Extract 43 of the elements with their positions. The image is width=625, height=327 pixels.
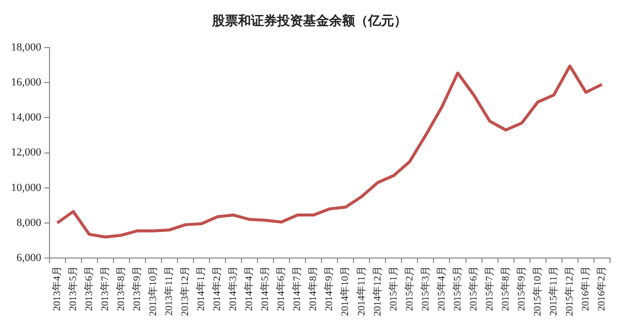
x-tick-label: 2013年12月 bbox=[179, 266, 192, 316]
x-tick-label: 2016年2月 bbox=[596, 266, 608, 311]
x-tick-label: 2013年6月 bbox=[82, 266, 95, 311]
x-tick-label: 2014年7月 bbox=[291, 266, 304, 311]
x-tick-label: 2015年4月 bbox=[435, 266, 448, 311]
x-tick-label: 2014年9月 bbox=[323, 266, 336, 311]
x-tick-label: 2014年6月 bbox=[275, 266, 288, 311]
x-tick-label: 2013年9月 bbox=[130, 266, 143, 311]
x-tick-label: 2013年10月 bbox=[147, 266, 159, 316]
x-tick-label: 2014年8月 bbox=[307, 266, 320, 311]
y-tick-label: 18,000 bbox=[11, 41, 42, 54]
x-tick-label: 2015年7月 bbox=[483, 266, 496, 311]
y-tick-label: 14,000 bbox=[11, 112, 42, 124]
y-tick-label: 10,000 bbox=[11, 182, 42, 194]
x-tick-label: 2014年2月 bbox=[211, 266, 224, 311]
y-tick-label: 16,000 bbox=[11, 76, 42, 89]
x-tick-label: 2013年8月 bbox=[114, 266, 127, 311]
x-tick-label: 2015年11月 bbox=[547, 266, 560, 316]
y-tick-label: 12,000 bbox=[11, 146, 42, 159]
x-tick-label: 2015年6月 bbox=[467, 266, 480, 311]
x-tick-label: 2015年12月 bbox=[564, 266, 576, 316]
x-tick-label: 2015年10月 bbox=[531, 266, 544, 316]
x-tick-label: 2014年1月 bbox=[195, 266, 208, 311]
x-tick-label: 2015年3月 bbox=[419, 266, 432, 311]
x-tick-label: 2015年1月 bbox=[387, 266, 400, 311]
y-tick-label: 8,000 bbox=[16, 216, 42, 229]
x-tick-label: 2015年9月 bbox=[515, 266, 528, 311]
x-tick-label: 2013年5月 bbox=[66, 266, 79, 311]
y-tick-label: 6,000 bbox=[16, 252, 42, 264]
x-tick-label: 2014年10月 bbox=[339, 266, 352, 316]
x-tick-label: 2014年3月 bbox=[227, 266, 240, 311]
x-tick-label: 2014年4月 bbox=[243, 266, 256, 311]
x-tick-label: 2013年11月 bbox=[163, 266, 176, 316]
x-tick-label: 2016年1月 bbox=[580, 266, 592, 311]
x-tick-label: 2013年7月 bbox=[98, 266, 111, 311]
x-tick-label: 2015年8月 bbox=[499, 266, 512, 311]
x-tick-label: 2014年5月 bbox=[259, 266, 272, 311]
x-tick-label: 2014年12月 bbox=[371, 266, 384, 316]
chart-title: 股票和证券投资基金余额（亿元） bbox=[211, 13, 407, 28]
x-tick-label: 2015年2月 bbox=[403, 266, 416, 311]
x-tick-label: 2014年11月 bbox=[355, 266, 368, 316]
x-tick-label: 2013年4月 bbox=[50, 266, 63, 311]
x-tick-label: 2015年5月 bbox=[451, 266, 464, 311]
